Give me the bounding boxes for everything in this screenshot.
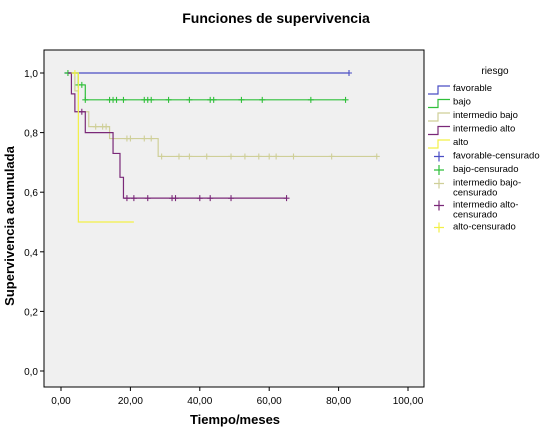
censor-mark-intermedio-bajo [266, 153, 273, 160]
censor-mark-bajo [238, 96, 245, 103]
legend-swatch-plus [434, 178, 444, 189]
series-layer [64, 70, 380, 223]
x-tick-label: 0,00 [51, 396, 71, 407]
legend-label: favorable [453, 83, 492, 94]
y-tick-label: 0,6 [24, 188, 38, 199]
censor-mark-intermedio-bajo [127, 135, 134, 142]
censor-mark-bajo [113, 96, 120, 103]
censor-mark-intermedio-alto [207, 195, 214, 202]
x-tick-label: 40,00 [187, 396, 212, 407]
censor-mark-intermedio-alto [283, 195, 290, 202]
censor-mark-intermedio-bajo [103, 123, 110, 130]
censor-mark-intermedio-alto [196, 195, 203, 202]
legend-swatch-plus [434, 222, 444, 233]
censor-mark-intermedio-bajo [273, 153, 280, 160]
x-axis: 0,00 20,00 40,00 60,00 80,00 100,00 [51, 387, 424, 407]
censor-mark-intermedio-alto [228, 195, 235, 202]
censor-mark-intermedio-alto [130, 195, 137, 202]
chart-title: Funciones de supervivencia [182, 10, 370, 26]
censor-mark-intermedio-bajo [148, 135, 155, 142]
legend-swatch-line [428, 139, 450, 149]
legend-label: favorable-censurado [453, 151, 540, 162]
censor-mark-intermedio-bajo [328, 153, 335, 160]
legend-label: censurado [453, 188, 497, 199]
legend: riesgo favorable bajo intermedio bajo interm… [428, 66, 540, 233]
censor-mark-bajo [165, 96, 172, 103]
censor-mark-bajo [82, 96, 89, 103]
y-tick-label: 0,0 [24, 367, 38, 378]
legend-label: bajo [453, 97, 471, 108]
x-tick-label: 80,00 [326, 396, 351, 407]
legend-label: alto [453, 137, 468, 148]
legend-label: intermedio alto- [453, 200, 518, 211]
censor-mark-bajo [186, 96, 193, 103]
y-tick-label: 1,0 [24, 69, 38, 80]
censor-mark-alto [71, 70, 78, 76]
censor-mark-intermedio-alto [78, 108, 85, 115]
legend-swatch-line [428, 98, 450, 109]
y-tick-label: 0,4 [24, 248, 38, 259]
y-axis-label: Supervivencia acumulada [2, 145, 17, 305]
legend-swatch-line [428, 85, 450, 95]
censor-mark-bajo [78, 81, 85, 88]
censor-mark-intermedio-bajo [175, 153, 182, 160]
legend-label: intermedio alto [453, 124, 515, 135]
censor-mark-intermedio-bajo [228, 153, 235, 160]
legend-swatch-plus [434, 200, 444, 211]
series-line-intermedio-alto [67, 72, 287, 199]
legend-swatch-plus [434, 165, 444, 175]
censor-mark-intermedio-bajo [373, 153, 380, 160]
censor-mark-intermedio-bajo [186, 153, 193, 160]
censor-mark-intermedio-bajo [203, 153, 210, 160]
legend-title: riesgo [481, 66, 509, 77]
censor-mark-favorable [346, 70, 353, 76]
legend-swatch-line [428, 125, 450, 136]
censor-mark-bajo [148, 96, 155, 103]
censor-mark-intermedio-bajo [141, 135, 148, 142]
legend-label: censurado [453, 210, 497, 221]
censor-mark-intermedio-alto [123, 195, 130, 202]
x-axis-label: Tiempo/meses [190, 412, 280, 427]
censor-mark-bajo [307, 96, 314, 103]
censor-mark-intermedio-alto [144, 195, 151, 202]
censor-mark-bajo [259, 96, 266, 103]
plot-area [43, 49, 425, 388]
censor-mark-intermedio-bajo [158, 153, 165, 160]
censor-mark-intermedio-bajo [290, 153, 297, 160]
legend-label: intermedio bajo [453, 110, 518, 121]
y-axis: 0,0 0,2 0,4 0,6 0,8 1,0 [24, 69, 44, 378]
censor-mark-intermedio-alto [172, 195, 179, 202]
censor-mark-intermedio-bajo [92, 123, 99, 130]
legend-swatch-line [428, 112, 450, 122]
legend-swatch-plus [434, 151, 444, 162]
x-tick-label: 20,00 [118, 396, 143, 407]
x-tick-label: 100,00 [393, 396, 424, 407]
legend-label: bajo-censurado [453, 164, 519, 175]
legend-label: intermedio bajo- [453, 178, 521, 189]
y-tick-label: 0,2 [24, 307, 38, 318]
y-tick-label: 0,8 [24, 129, 38, 140]
x-tick-label: 60,00 [257, 396, 282, 407]
censor-mark-bajo [342, 96, 349, 103]
censor-mark-intermedio-bajo [255, 153, 262, 160]
censor-mark-bajo [210, 96, 217, 103]
legend-label: alto-censurado [453, 222, 516, 233]
series-line-intermedio-bajo [71, 72, 377, 158]
censor-mark-intermedio-bajo [241, 153, 248, 160]
censor-mark-bajo [120, 96, 127, 103]
